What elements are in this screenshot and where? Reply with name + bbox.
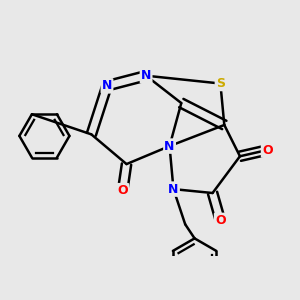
Text: S: S: [216, 77, 225, 90]
Text: N: N: [102, 80, 112, 92]
Text: O: O: [215, 214, 226, 227]
Text: N: N: [164, 140, 175, 153]
Text: N: N: [168, 183, 179, 196]
Text: N: N: [141, 69, 151, 82]
Text: O: O: [262, 143, 273, 157]
Text: O: O: [117, 184, 128, 197]
